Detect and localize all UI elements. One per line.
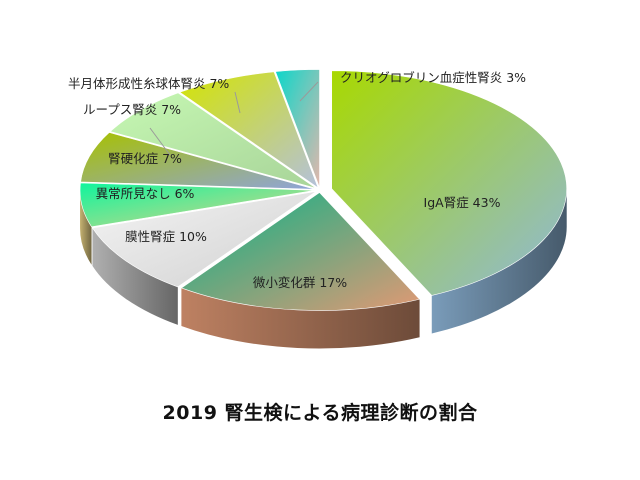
data-label-2: 膜性腎症 10% (125, 229, 207, 244)
pie-slice-1 (180, 192, 421, 311)
leader-line-6 (234, 91, 241, 114)
pie-slice-0 (331, 70, 568, 296)
data-label-4: 腎硬化症 7% (108, 151, 182, 166)
data-label-5: ループス腎炎 7% (83, 102, 181, 117)
pie-slice-4 (80, 132, 316, 190)
data-label-7: クリオグロブリン血症性腎炎 3% (340, 70, 526, 85)
data-label-0: IgA腎症 43% (424, 195, 501, 210)
leader-line-7 (299, 81, 319, 102)
pie-slice-2 (91, 191, 317, 288)
pie-slice-5 (109, 92, 317, 189)
pie-slice-3 (79, 182, 316, 228)
data-label-6: 半月体形成性糸球体腎炎 7% (68, 76, 229, 91)
data-label-1: 微小変化群 17% (253, 275, 347, 290)
pie-slice-6 (179, 71, 319, 189)
pie-side-0 (431, 188, 567, 334)
data-label-3: 異常所見なし 6% (96, 186, 195, 201)
leader-line-5 (149, 127, 171, 156)
pie-slice-7 (275, 69, 320, 188)
pie-side-1 (181, 287, 420, 349)
chart-title: 2019 腎生検による病理診断の割合 (162, 402, 478, 424)
